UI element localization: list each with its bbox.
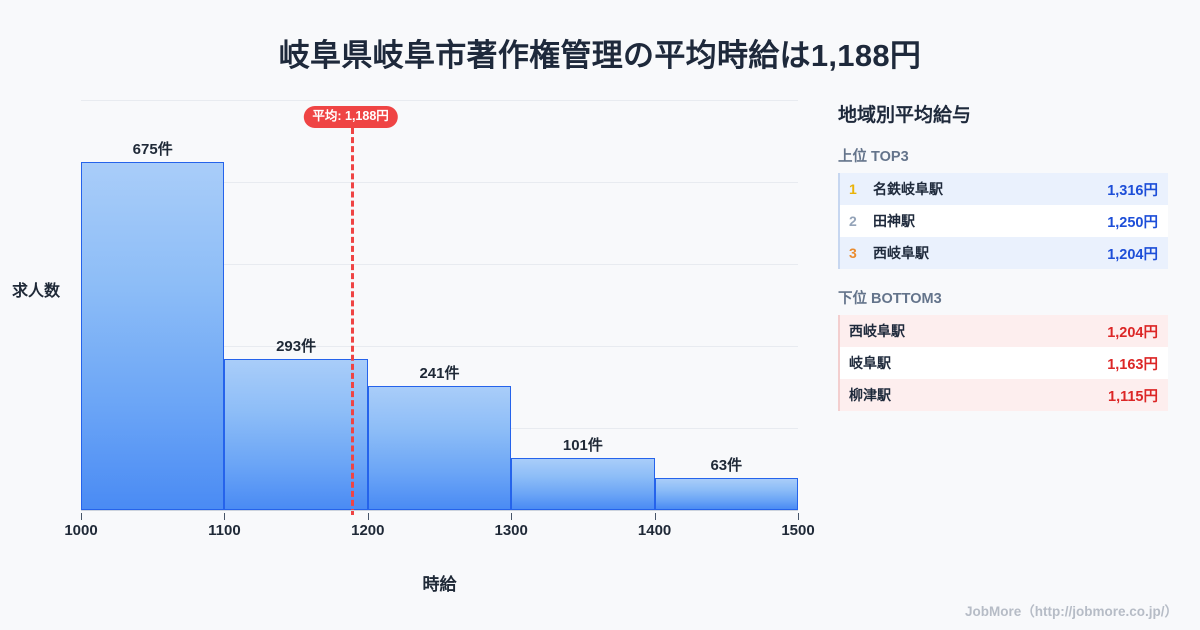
x-axis-line: [81, 510, 798, 511]
rank-wage-value: 1,204円: [1107, 246, 1158, 263]
x-axis-title: 時給: [422, 575, 457, 594]
x-tick-label: 1500: [781, 522, 815, 539]
rank-row[interactable]: 3 西岐阜駅 1,204円: [840, 237, 1168, 269]
x-tick-label: 1200: [351, 522, 385, 539]
gridline: [81, 100, 798, 101]
x-tick-mark: [654, 513, 656, 520]
histogram-bar[interactable]: [81, 162, 225, 510]
rank-station-name: 西岐阜駅: [873, 245, 929, 261]
histogram-bar[interactable]: [367, 385, 512, 510]
rank-number: 3: [849, 245, 857, 261]
average-line: [350, 128, 354, 515]
top3-list: 1 名鉄岐阜駅 1,316円 2 田神駅 1,250円 3 西岐阜駅 1,204円: [838, 173, 1168, 269]
histogram-bar[interactable]: [511, 457, 655, 510]
x-tick-label: 1300: [494, 522, 528, 539]
page-title: 岐阜県岐阜市著作権管理の平均時給は1,188円: [278, 38, 922, 73]
x-tick-mark: [224, 513, 226, 520]
rank-wage-value: 1,316円: [1107, 182, 1158, 199]
average-badge: 平均: 1,188円: [303, 106, 398, 128]
x-tick-mark: [81, 513, 82, 520]
bar-value-label: 241件: [419, 364, 460, 382]
panel-title: 地域別平均給与: [838, 105, 972, 126]
bar-value-label: 675件: [132, 141, 173, 159]
rank-wage-value: 1,115円: [1108, 388, 1158, 405]
rank-station-name: 岐阜駅: [849, 355, 891, 371]
bar-value-label: 293件: [276, 338, 317, 356]
rank-row[interactable]: 岐阜駅 1,163円: [840, 347, 1168, 379]
x-tick-mark: [511, 513, 513, 520]
x-tick-mark: [798, 513, 799, 520]
region-salary-panel: 地域別平均給与 上位 TOP3 1 名鉄岐阜駅 1,316円 2 田神駅 1,250円 3 西…: [838, 100, 1168, 429]
x-tick-label: 1100: [208, 522, 241, 539]
top3-heading: 上位 TOP3: [838, 149, 909, 165]
histogram-bar[interactable]: [654, 477, 798, 510]
rank-station-name: 名鉄岐阜駅: [873, 181, 943, 197]
rank-number: 1: [849, 181, 857, 197]
footer-credit: JobMore（http://jobmore.co.jp/）: [965, 604, 1178, 619]
rank-number: 2: [849, 213, 857, 229]
histogram-bar[interactable]: [224, 359, 368, 510]
gridline: [81, 263, 798, 265]
bottom3-list: 西岐阜駅 1,204円岐阜駅 1,163円柳津駅 1,115円: [838, 315, 1168, 411]
rank-row[interactable]: 1 名鉄岐阜駅 1,316円: [840, 173, 1168, 205]
plot-area: 675件 293件 241件 101件 63件 平均: 1,188円: [81, 100, 798, 515]
rank-row[interactable]: 2 田神駅 1,250円: [840, 205, 1168, 237]
x-tick-mark: [367, 513, 369, 520]
gridline: [81, 346, 798, 348]
x-tick-label: 1400: [637, 522, 672, 539]
rank-row[interactable]: 西岐阜駅 1,204円: [840, 315, 1168, 347]
y-axis-title: 求人数: [12, 283, 61, 300]
rank-station-name: 西岐阜駅: [849, 323, 905, 339]
rank-station-name: 柳津駅: [849, 387, 891, 403]
bar-value-label: 101件: [562, 436, 603, 454]
x-tick-label: 1000: [64, 522, 98, 539]
rank-station-name: 田神駅: [873, 213, 915, 229]
bottom3-heading: 下位 BOTTOM3: [838, 291, 942, 307]
rank-row[interactable]: 柳津駅 1,115円: [840, 379, 1168, 411]
gridline: [81, 181, 798, 183]
rank-wage-value: 1,250円: [1107, 214, 1158, 231]
rank-wage-value: 1,204円: [1107, 324, 1158, 341]
histogram-chart: 求人数 675件 293件 241件 101件 63件 平均: 1,188円 1000 11…: [0, 95, 830, 595]
rank-wage-value: 1,163円: [1107, 356, 1158, 373]
bar-value-label: 63件: [710, 456, 743, 474]
